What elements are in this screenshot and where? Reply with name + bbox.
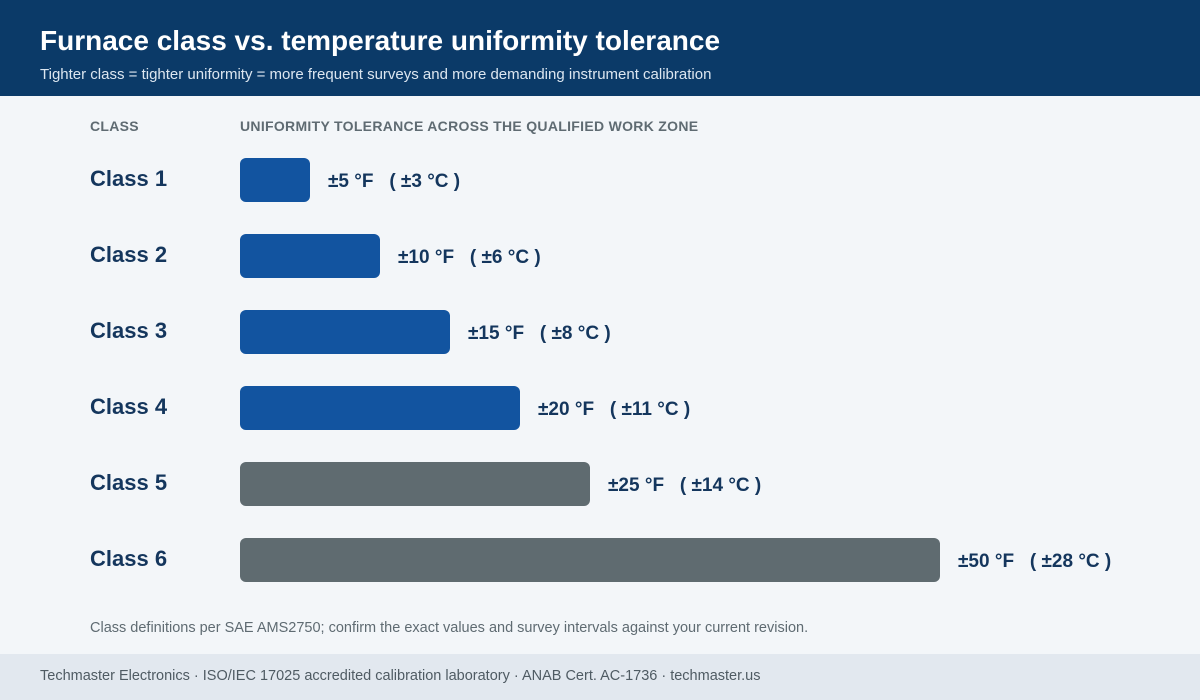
page-subtitle: Tighter class = tighter uniformity = mor… [40, 66, 712, 83]
class-label: Class 3 [90, 318, 167, 343]
tolerance-column-header: UNIFORMITY TOLERANCE ACROSS THE QUALIFIE… [240, 118, 699, 134]
tolerance-value-label: ±5 °F ( ±3 °C ) [328, 171, 460, 192]
class-column-header: CLASS [90, 118, 139, 134]
tolerance-value-label: ±20 °F ( ±11 °C ) [538, 399, 690, 420]
tolerance-bar [240, 158, 310, 202]
header-banner: Furnace class vs. temperature uniformity… [0, 0, 1200, 96]
footer-text: Techmaster Electronics · ISO/IEC 17025 a… [40, 668, 761, 684]
page-title: Furnace class vs. temperature uniformity… [40, 25, 721, 56]
class-label: Class 6 [90, 546, 167, 571]
tolerance-value-label: ±25 °F ( ±14 °C ) [608, 475, 761, 496]
tolerance-bar [240, 386, 520, 430]
class-label: Class 5 [90, 470, 167, 495]
footnote: Class definitions per SAE AMS2750; confi… [90, 620, 809, 636]
tolerance-value-label: ±10 °F ( ±6 °C ) [398, 247, 541, 268]
tolerance-bar-chart: Class 1 ±5 °F ( ±3 °C ) Class 2 ±10 °F ( ±6… [90, 158, 1111, 582]
tolerance-bar [240, 462, 590, 506]
tolerance-bar [240, 538, 940, 582]
tolerance-bar [240, 234, 380, 278]
class-label: Class 4 [90, 394, 168, 419]
footer-bar: Techmaster Electronics · ISO/IEC 17025 a… [0, 654, 1200, 700]
tolerance-bar [240, 310, 450, 354]
tolerance-value-label: ±50 °F ( ±28 °C ) [958, 551, 1111, 572]
tolerance-value-label: ±15 °F ( ±8 °C ) [468, 323, 611, 344]
class-label: Class 2 [90, 242, 167, 267]
class-label: Class 1 [90, 166, 167, 191]
